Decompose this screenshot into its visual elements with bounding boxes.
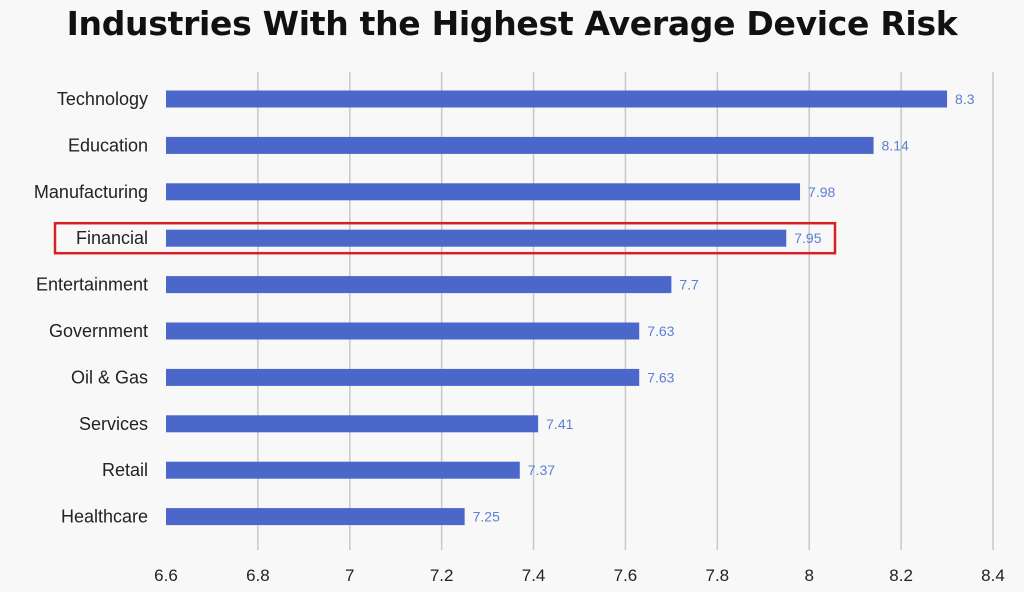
bar-technology xyxy=(166,90,948,108)
x-tick-label: 8.4 xyxy=(981,566,1005,585)
highlight-box xyxy=(53,221,837,255)
x-tick-label: 7.8 xyxy=(706,566,730,585)
category-label: Retail xyxy=(102,460,148,480)
category-label: Oil & Gas xyxy=(71,367,148,387)
x-tick-label: 7.6 xyxy=(614,566,638,585)
x-tick-label: 7.4 xyxy=(522,566,546,585)
value-label: 7.25 xyxy=(473,509,500,525)
value-label: 8.14 xyxy=(882,137,909,153)
category-label: Entertainment xyxy=(36,275,148,295)
category-label: Financial xyxy=(76,228,148,248)
value-label: 8.3 xyxy=(955,91,975,107)
category-label: Education xyxy=(68,135,148,155)
bar-healthcare xyxy=(166,508,465,526)
value-label: 7.37 xyxy=(528,462,555,478)
value-label: 7.7 xyxy=(679,277,699,293)
bar-entertainment xyxy=(166,276,672,294)
bar-government xyxy=(166,322,640,340)
bar-financial xyxy=(166,229,787,247)
category-label: Technology xyxy=(57,89,148,109)
bar-retail xyxy=(166,461,520,479)
bar-education xyxy=(166,136,874,154)
chart-title: Industries With the Highest Average Devi… xyxy=(66,4,958,43)
x-tick-label: 6.8 xyxy=(246,566,270,585)
x-tick-label: 7 xyxy=(345,566,354,585)
x-tick-label: 7.2 xyxy=(430,566,454,585)
bar-manufacturing xyxy=(166,183,801,201)
value-label: 7.41 xyxy=(546,416,573,432)
value-label: 7.98 xyxy=(808,184,835,200)
x-tick-label: 8 xyxy=(804,566,813,585)
category-label: Healthcare xyxy=(61,507,148,527)
category-label: Services xyxy=(79,414,148,434)
value-label: 7.63 xyxy=(647,369,674,385)
category-label: Government xyxy=(49,321,148,341)
value-label: 7.63 xyxy=(647,323,674,339)
bar-oil-gas xyxy=(166,368,640,386)
category-label: Manufacturing xyxy=(34,182,148,202)
bar-services xyxy=(166,415,539,433)
value-label: 7.95 xyxy=(794,230,821,246)
x-tick-label: 8.2 xyxy=(889,566,913,585)
x-tick-label: 6.6 xyxy=(154,566,178,585)
